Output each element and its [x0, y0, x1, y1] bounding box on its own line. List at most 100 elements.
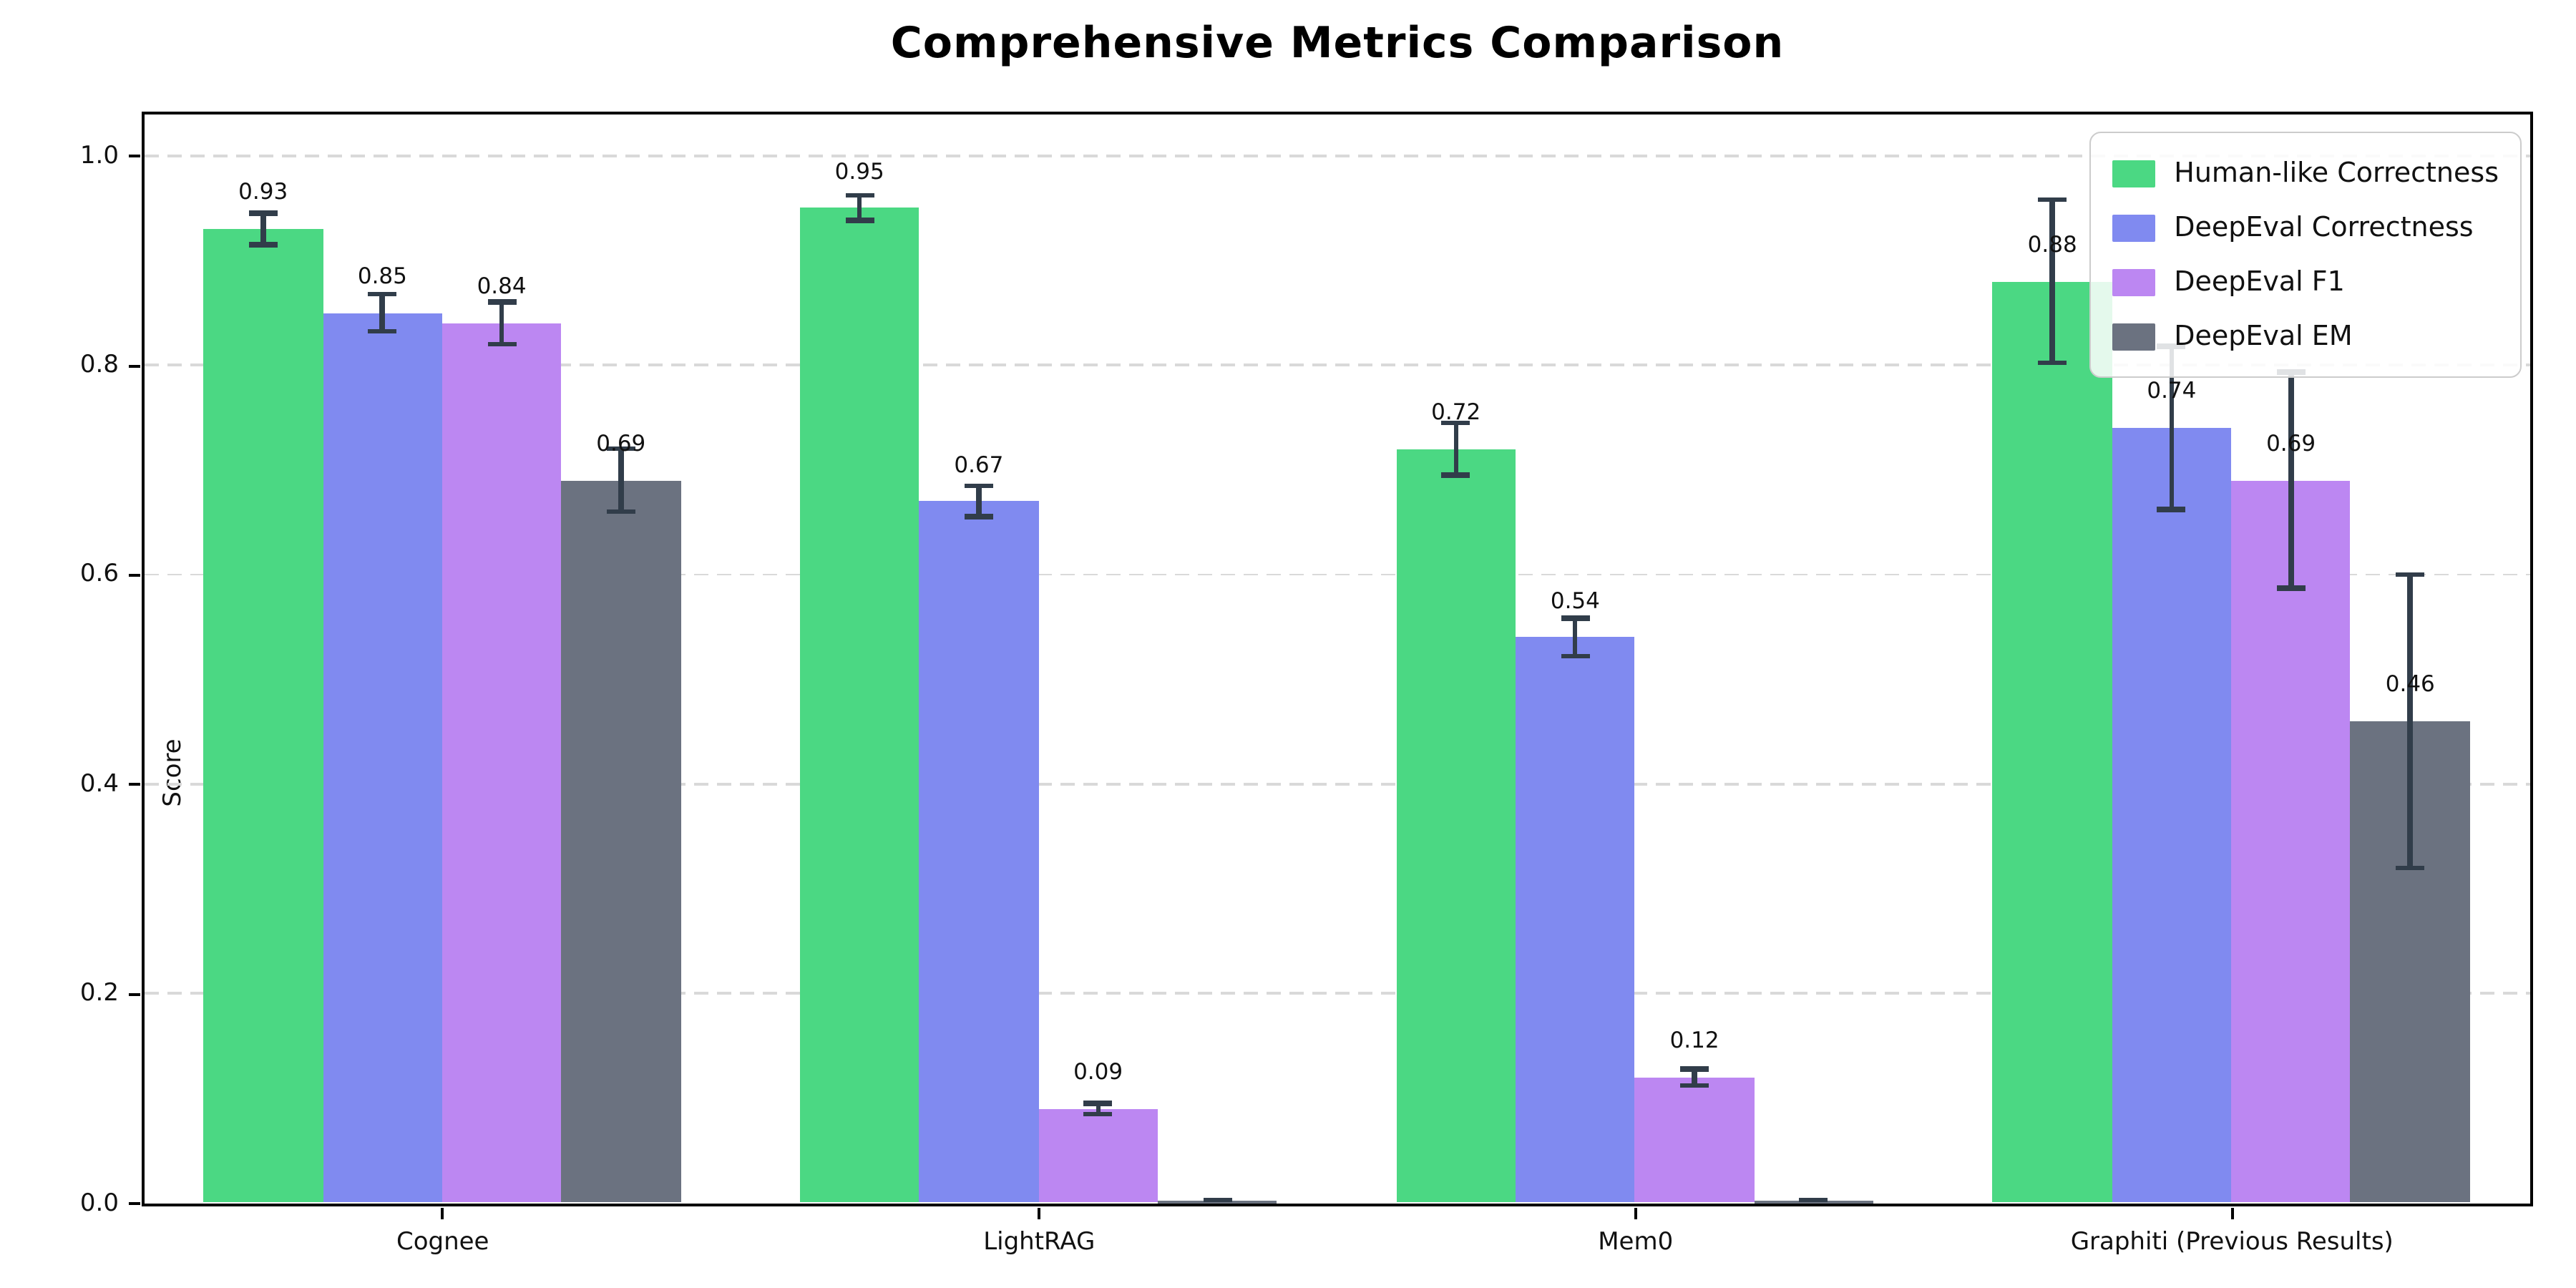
error-bar-cap-bottom — [2038, 360, 2067, 366]
bar — [441, 323, 562, 1203]
bar — [919, 501, 1039, 1203]
bar — [2231, 480, 2351, 1203]
legend-label: DeepEval EM — [2174, 321, 2353, 352]
bar-value-label: 0.95 — [834, 158, 884, 185]
error-bar-line — [618, 449, 624, 512]
error-bar-line — [1572, 618, 1578, 657]
y-tick-mark — [129, 364, 140, 368]
error-bar-cap-bottom — [2276, 585, 2306, 591]
y-tick-label: 0.0 — [79, 1189, 119, 1217]
error-bar-line — [2407, 574, 2413, 868]
error-bar-line — [2049, 200, 2055, 364]
error-bar-cap-bottom — [1561, 653, 1590, 659]
y-tick-label: 0.8 — [79, 351, 119, 380]
chart-title: Comprehensive Metrics Comparison — [890, 19, 1785, 69]
error-bar-cap-top — [1680, 1066, 1709, 1072]
bar — [1516, 637, 1635, 1203]
x-tick-label: Cognee — [396, 1228, 489, 1257]
gridline — [144, 783, 2529, 786]
error-bar-cap-top — [2396, 572, 2425, 577]
error-bar-line — [1096, 1103, 1101, 1114]
legend-color-swatch — [2112, 323, 2156, 350]
legend-color-swatch — [2112, 268, 2156, 296]
error-bar-cap-top — [1561, 615, 1590, 621]
bar-value-label: 0.69 — [2266, 430, 2316, 457]
error-bar-cap-bottom — [964, 514, 993, 519]
error-bar-cap-bottom — [606, 509, 635, 514]
bar — [323, 313, 442, 1203]
x-tick-mark — [441, 1208, 444, 1219]
error-bar-cap-bottom — [1441, 472, 1470, 478]
y-tick-mark — [129, 155, 140, 158]
error-bar-line — [857, 195, 862, 221]
error-bar-cap-bottom — [1083, 1111, 1113, 1117]
error-bar-cap-bottom — [248, 242, 278, 248]
error-bar-line — [499, 302, 504, 344]
error-bar-cap-bottom — [487, 341, 517, 347]
y-tick-label: 0.6 — [79, 560, 119, 589]
x-tick-label: LightRAG — [983, 1228, 1096, 1257]
error-bar-cap-bottom — [1680, 1083, 1709, 1088]
bar — [203, 228, 323, 1203]
legend-item: DeepEval EM — [2112, 309, 2499, 364]
y-tick-label: 0.4 — [79, 769, 119, 799]
x-tick-mark — [2230, 1208, 2234, 1219]
bar-value-label: 0.09 — [1073, 1059, 1123, 1085]
gridline — [144, 364, 2529, 366]
y-axis-label: Score — [158, 738, 187, 806]
y-tick-label: 0.2 — [79, 979, 119, 1008]
bar-value-label: 0.46 — [2385, 671, 2435, 698]
legend-color-swatch — [2112, 160, 2156, 187]
y-tick-label: 1.0 — [79, 141, 119, 170]
bar-value-label: 0.67 — [954, 452, 1004, 478]
y-tick-mark — [129, 992, 140, 996]
x-tick-label: Mem0 — [1598, 1228, 1674, 1257]
error-bar-cap-bottom — [845, 218, 874, 223]
bar — [1038, 1108, 1158, 1203]
legend: Human-like Correctness DeepEval Correctne… — [2089, 132, 2522, 378]
error-bar-cap-bottom — [2157, 507, 2186, 512]
legend-item: Human-like Correctness — [2112, 146, 2499, 200]
y-tick-mark — [129, 573, 140, 577]
error-bar-cap-top — [845, 192, 874, 198]
bar — [799, 208, 919, 1203]
error-bar-cap-top — [964, 483, 993, 488]
bar — [1992, 281, 2112, 1203]
error-bar-cap-top — [248, 210, 278, 216]
error-bar-line — [1453, 422, 1459, 475]
x-tick-mark — [1038, 1208, 1041, 1219]
error-bar-cap-top — [487, 299, 517, 305]
bar — [2112, 428, 2232, 1203]
error-bar-line — [2288, 372, 2294, 588]
bar-value-label: 0.12 — [1669, 1028, 1719, 1054]
error-bar-cap-bottom — [2396, 865, 2425, 871]
error-bar-cap-top — [2038, 197, 2067, 203]
y-tick-mark — [129, 783, 140, 786]
error-bar-cap-top — [1203, 1197, 1232, 1203]
legend-label: DeepEval Correctness — [2174, 212, 2474, 243]
bar — [1634, 1077, 1755, 1203]
error-bar-line — [379, 293, 385, 332]
error-bar-line — [2169, 346, 2175, 510]
error-bar-cap-top — [368, 291, 397, 297]
error-bar-cap-top — [1083, 1101, 1113, 1106]
legend-label: DeepEval F1 — [2174, 266, 2345, 298]
bar — [1396, 449, 1516, 1203]
y-tick-mark — [129, 1202, 140, 1205]
bar-value-label: 0.74 — [2147, 378, 2197, 404]
error-bar-cap-top — [606, 446, 635, 452]
gridline — [144, 155, 2529, 157]
legend-item: DeepEval Correctness — [2112, 200, 2499, 255]
error-bar-line — [1692, 1068, 1697, 1086]
bar-value-label: 0.84 — [477, 273, 527, 300]
error-bar-line — [260, 213, 266, 245]
error-bar-cap-bottom — [368, 328, 397, 334]
bar-value-label: 0.85 — [357, 263, 407, 289]
bar-value-label: 0.69 — [596, 430, 646, 457]
error-bar-line — [976, 485, 982, 517]
error-bar-cap-top — [1799, 1197, 1828, 1203]
legend-label: Human-like Correctness — [2174, 157, 2499, 189]
legend-color-swatch — [2112, 214, 2156, 241]
error-bar-cap-top — [1441, 420, 1470, 426]
